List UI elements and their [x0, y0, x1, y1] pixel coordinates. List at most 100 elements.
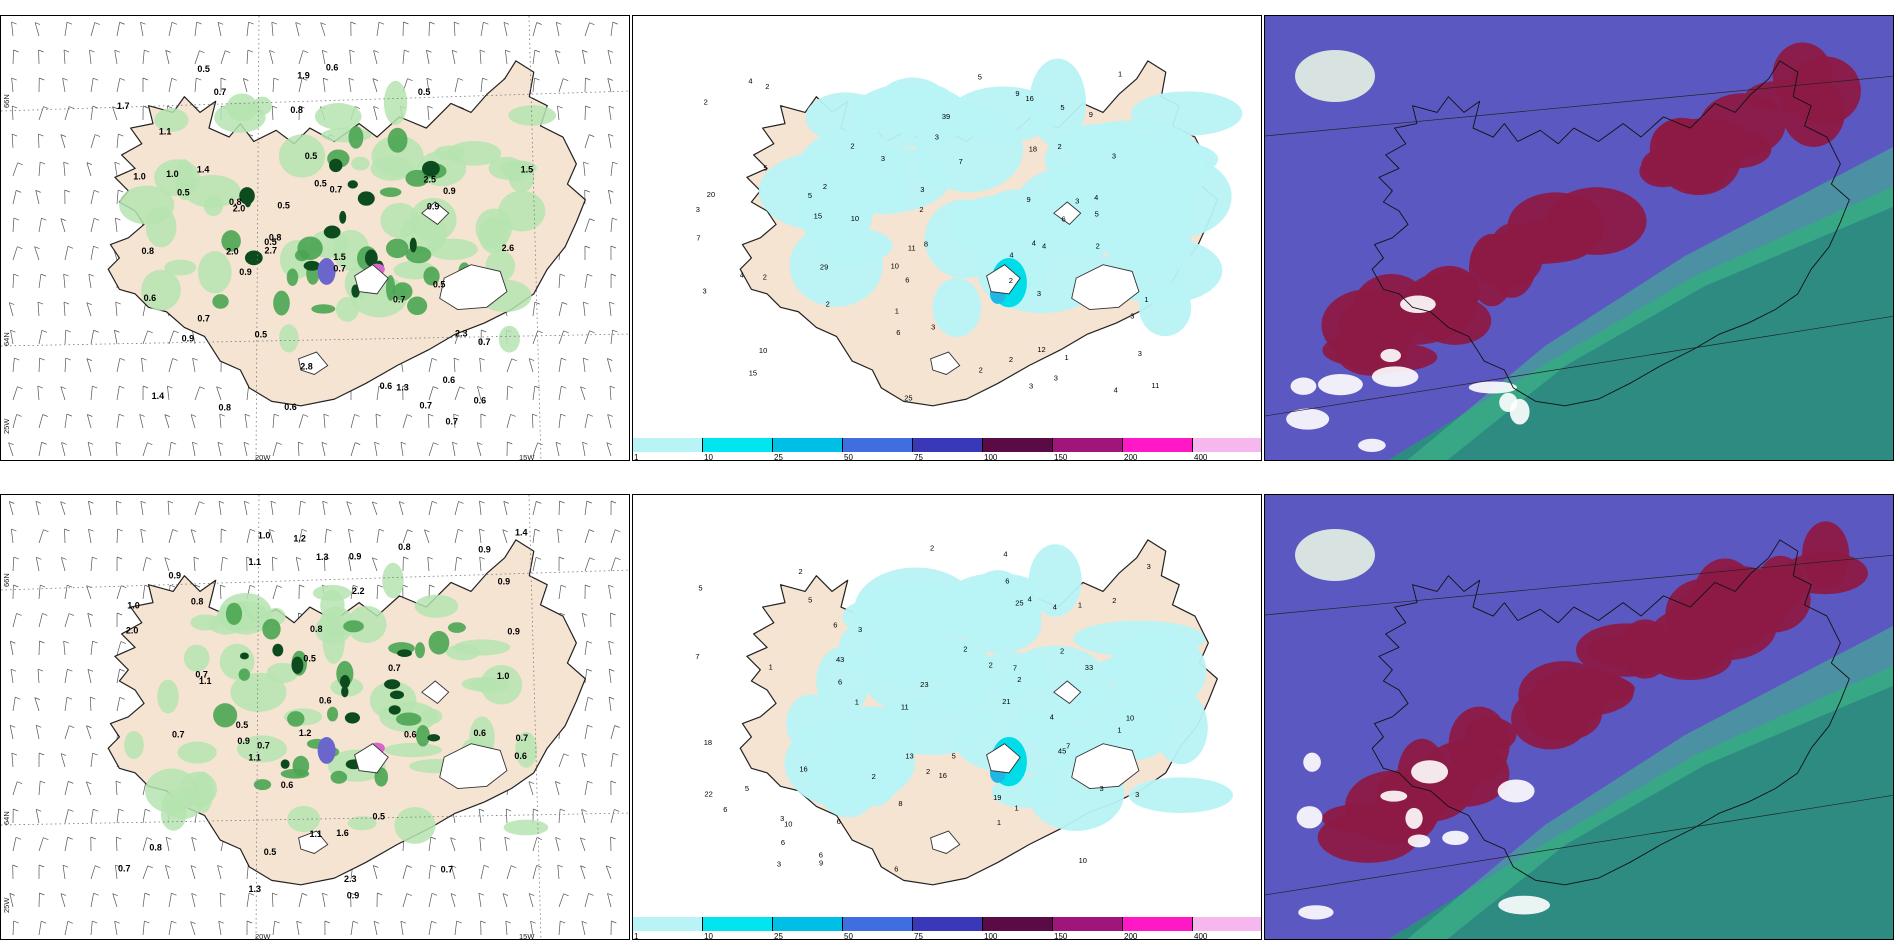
wind-value-label: 0.8 — [269, 233, 282, 243]
precip-value-label: 2 — [989, 661, 993, 670]
precip-value-label: 11 — [901, 702, 909, 711]
wind-value-label: 1.1 — [249, 557, 262, 567]
wind-value-label: 0.5 — [314, 179, 327, 189]
precip-value-label: 3 — [935, 133, 939, 142]
wind-value-label: 2.8 — [300, 362, 313, 372]
wind-value-label: 0.5 — [236, 720, 249, 730]
wind-value-label: 1.0 — [166, 169, 179, 179]
wind-value-label: 2.6 — [502, 243, 515, 253]
wind-value-label: 1.3 — [248, 884, 261, 894]
wind-value-label: 0.7 — [333, 263, 346, 273]
axis-label: 20W — [255, 932, 271, 940]
wind-value-label: 0.6 — [284, 402, 297, 412]
precip-value-label: 16 — [1025, 94, 1033, 103]
colorbar-tick-label: 50 — [844, 932, 853, 940]
axis-label: 20W — [255, 453, 271, 461]
wind-value-label: 1.4 — [515, 528, 528, 538]
wind-value-label: 0.7 — [516, 733, 529, 743]
glacier-shape — [439, 264, 508, 310]
colorbar-segment — [983, 438, 1053, 452]
wind-value-label: 0.9 — [478, 545, 491, 555]
precip-value-label: 29 — [820, 262, 828, 271]
wind-value-label: 0.6 — [474, 395, 487, 405]
precip-value-label: 6 — [723, 805, 727, 814]
colorbar-segment — [1053, 438, 1123, 452]
wind-value-label: 0.7 — [441, 865, 454, 875]
colorbar-tick-label: 1 — [634, 932, 639, 940]
wind-value-label: 0.9 — [427, 202, 440, 212]
cloud-panel-top: UWC/IG-IS IT: 29.06.2025 12Z VT: Sun. 29… — [1264, 15, 1894, 461]
wind-value-label: 0.6 — [404, 729, 417, 739]
glacier-shape — [421, 201, 450, 225]
precip-value-label: 2 — [1017, 675, 1021, 684]
precip-value-label: 4 — [1032, 239, 1036, 248]
high-cloud-layer — [1317, 521, 1868, 863]
precip-value-label: 1 — [769, 663, 773, 672]
precip-value-label: 5 — [698, 584, 702, 593]
wind-value-label: 1.1 — [159, 127, 172, 137]
wind-value-label: 2.5 — [423, 175, 436, 185]
colorbar-tick-label: 10 — [704, 932, 713, 940]
glacier-shape — [1053, 201, 1082, 225]
precip-value-label: 6 — [838, 678, 842, 687]
colorbar-tick-label: 50 — [844, 453, 853, 461]
precip-value-label: 3 — [1112, 152, 1116, 161]
precip-value-label: 12 — [1037, 345, 1045, 354]
precip-value-label: 39 — [942, 112, 950, 121]
precip-value-label: 3 — [1135, 790, 1139, 799]
glacier-shape — [930, 830, 961, 854]
precip-value-label: 21 — [1002, 697, 1010, 706]
wind-value-label: 0.8 — [219, 402, 232, 412]
precip-patches — [119, 80, 557, 353]
wind-value-label: 1.0 — [258, 531, 271, 541]
precip-value-label: 1 — [855, 698, 859, 707]
colorbar-segment — [703, 438, 773, 452]
precip-value-label: 2 — [979, 365, 983, 374]
precip-value-label: 2 — [704, 98, 708, 107]
cloud-panel-bottom: UWC/DINI ISL IT: 29.06.2025 12Z VT: Sun.… — [1264, 494, 1894, 940]
precip-value-label: 2 — [763, 273, 767, 282]
axis-label: 66N — [2, 573, 11, 587]
wind-value-label: 1.4 — [197, 165, 210, 175]
precip-value-label: 18 — [1029, 144, 1037, 153]
value-labels: 1211231323435131065310464719961176221101… — [695, 543, 1150, 873]
axis-label: 64N — [2, 332, 11, 346]
precip-value-label: 2 — [826, 300, 830, 309]
precip-value-label: 4 — [1003, 550, 1007, 559]
wind-value-label: 0.7 — [330, 185, 343, 195]
precip-value-label: 25 — [1015, 598, 1023, 607]
precip-value-label: 6 — [781, 838, 785, 847]
colorbar-segment — [1123, 917, 1193, 931]
precip-value-label: 1 — [1015, 804, 1019, 813]
value-labels: 0.90.60.70.80.70.50.60.50.70.70.80.60.50… — [117, 63, 533, 427]
precip-value-label: 2 — [1009, 276, 1013, 285]
precip-value-label: 2 — [798, 567, 802, 576]
wind-value-label: 0.9 — [347, 891, 360, 901]
precip-value-label: 6 — [894, 864, 898, 873]
graticule — [1, 16, 629, 460]
wind-value-label: 1.4 — [152, 391, 165, 401]
precip-value-label: 3 — [1100, 784, 1104, 793]
graticule — [1, 495, 629, 939]
precip-value-label: 2 — [1057, 142, 1061, 151]
colorbar-segment — [773, 917, 843, 931]
precip-value-label: 10 — [784, 820, 792, 829]
precip-value-label: 2 — [872, 772, 876, 781]
precip-value-label: 10 — [891, 261, 899, 270]
wind-value-label: 1.0 — [127, 601, 140, 611]
wind-value-label: 0.9 — [239, 267, 252, 277]
colorbar-segment — [843, 438, 913, 452]
wind-value-label: 2.2 — [352, 586, 365, 596]
wind-panel-bottom: UWC/DINI ISL IT: 29.06.2025 12Z VT: Sun.… — [0, 494, 630, 940]
precip-value-label: 5 — [808, 596, 812, 605]
wind-value-label: 0.7 — [478, 337, 491, 347]
wind-value-label: 1.0 — [497, 671, 510, 681]
wind-value-label: 1.6 — [336, 828, 349, 838]
wind-value-label: 1.1 — [310, 829, 323, 839]
precip-value-label: 1 — [1144, 295, 1148, 304]
wind-value-label: 1.9 — [297, 71, 310, 81]
precip-value-label: 3 — [1147, 562, 1151, 571]
colorbar-segment — [913, 438, 983, 452]
precip-value-label: 9 — [819, 858, 823, 867]
precip-value-label: 1 — [1078, 600, 1082, 609]
